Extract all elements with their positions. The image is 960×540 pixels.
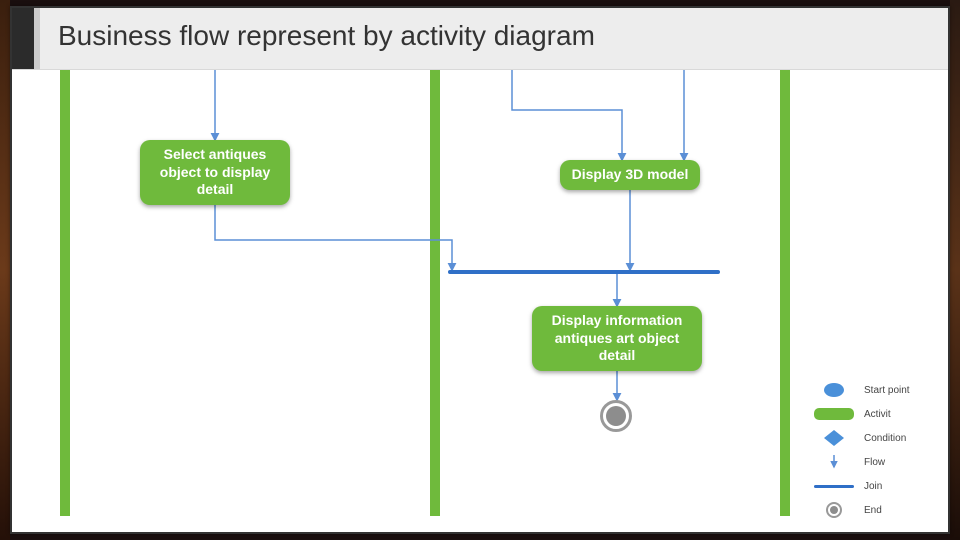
legend-row-join: Join (812, 474, 942, 498)
legend-label: Start point (864, 385, 910, 396)
page-title: Business flow represent by activity diag… (40, 8, 613, 69)
activity-display-3d-model: Display 3D model (560, 160, 700, 190)
slide: Business flow represent by activity diag… (10, 6, 950, 534)
activity-label: Display information antiques art object … (552, 312, 683, 363)
legend-label: Flow (864, 457, 885, 468)
flow-arrow (512, 70, 622, 160)
legend-row-condition: Condition (812, 426, 942, 450)
end-node (600, 400, 632, 432)
legend-symbol-end-icon (812, 501, 856, 519)
activity-label: Display 3D model (572, 166, 689, 182)
legend-row-flow: Flow (812, 450, 942, 474)
end-node-inner (606, 406, 626, 426)
legend-symbol-start-icon (812, 381, 856, 399)
title-accent-block (12, 8, 40, 69)
legend-row-activity: Activit (812, 402, 942, 426)
legend-label: Condition (864, 433, 906, 444)
activity-select-antique: Select antiques object to display detail (140, 140, 290, 205)
legend-row-end: End (812, 498, 942, 522)
legend-symbol-condition-icon (812, 429, 856, 447)
legend: Start point Activit Condition Flow Join End (812, 378, 942, 522)
legend-label: Activit (864, 409, 891, 420)
activity-display-detail: Display information antiques art object … (532, 306, 702, 371)
activity-label: Select antiques object to display detail (160, 146, 270, 197)
join-bar (448, 270, 720, 274)
legend-symbol-activity-icon (812, 405, 856, 423)
legend-label: Join (864, 481, 882, 492)
flow-arrow (215, 195, 452, 270)
title-bar: Business flow represent by activity diag… (12, 8, 948, 70)
legend-row-start: Start point (812, 378, 942, 402)
legend-symbol-join-icon (812, 477, 856, 495)
legend-label: End (864, 505, 882, 516)
legend-symbol-flow-icon (812, 453, 856, 471)
diagram-canvas: Select antiques object to display detail… (12, 70, 948, 532)
